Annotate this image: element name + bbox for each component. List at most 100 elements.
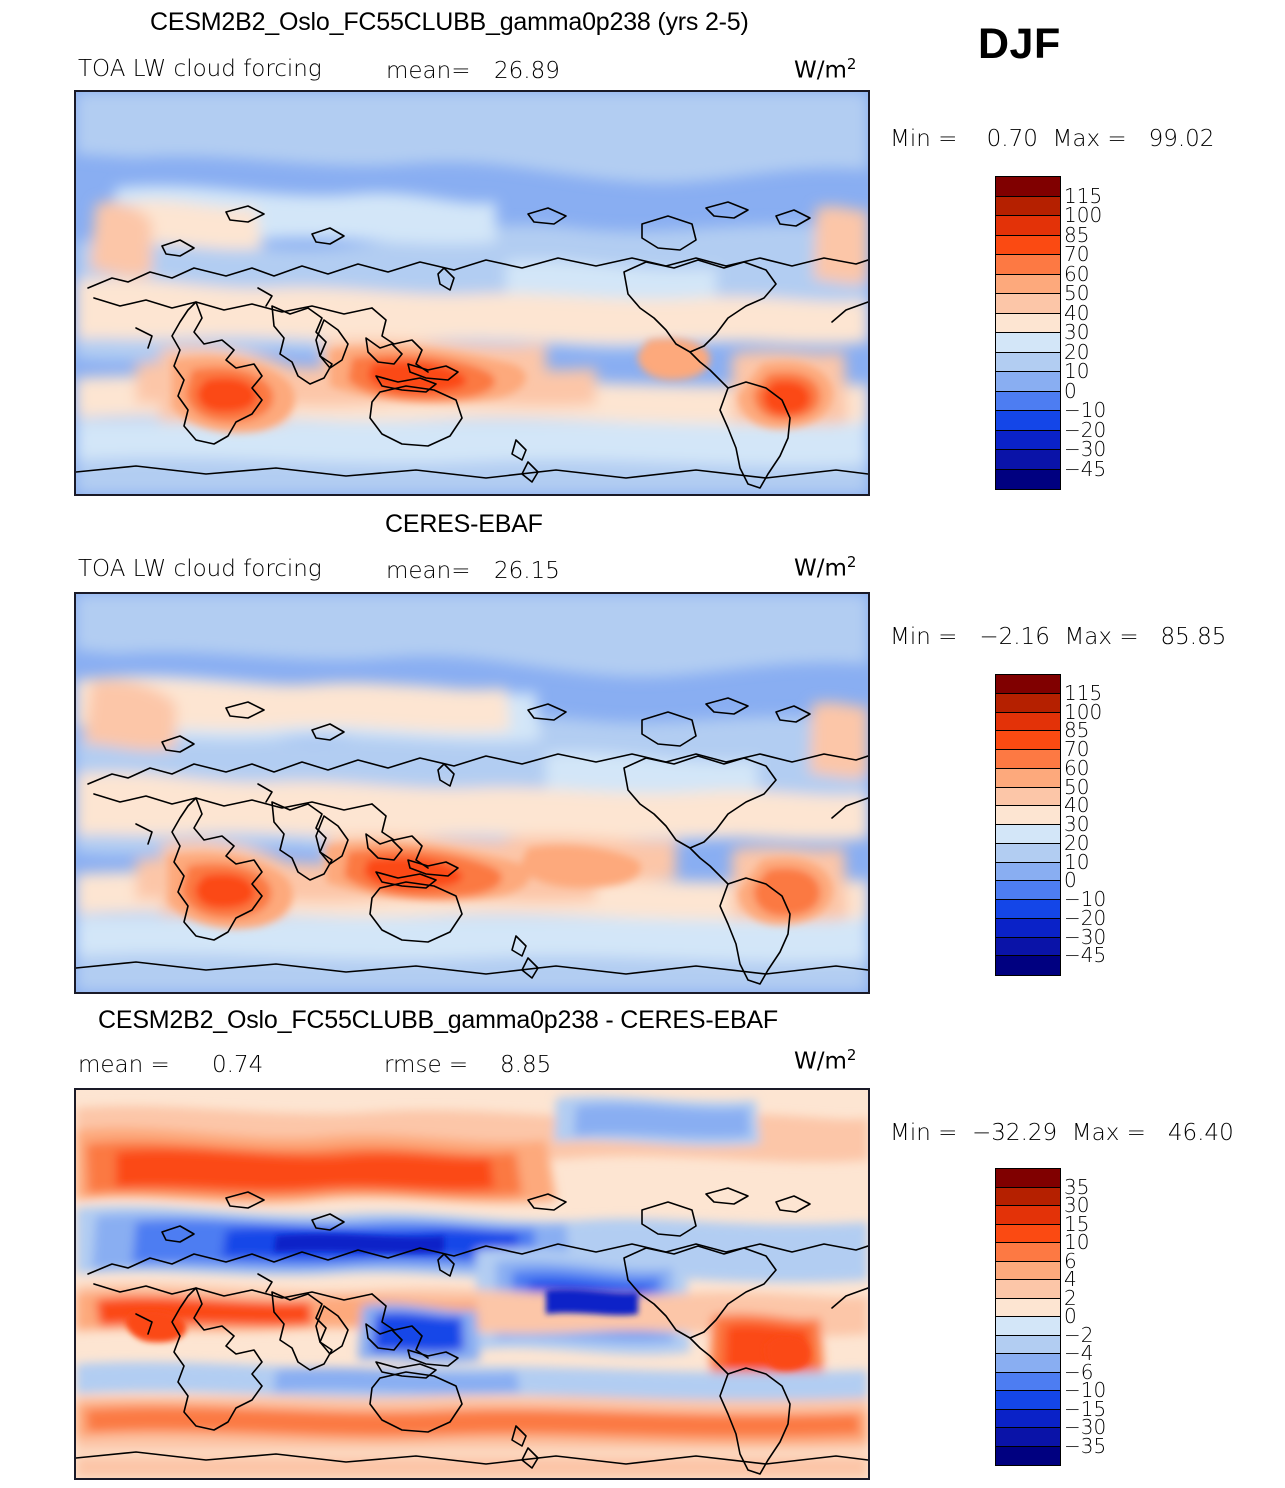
panel-diff-units: W/m2: [794, 1046, 857, 1075]
colorbar-tick-label: 10: [1064, 849, 1090, 874]
panel-obs-minmax: Min = −2.16 Max = 85.85: [890, 624, 1227, 650]
map-svg-obs: [76, 594, 868, 992]
panel-diff-title: CESM2B2_Oslo_FC55CLUBB_gamma0p238 - CERE…: [98, 1006, 778, 1034]
colorbar-band: [996, 731, 1060, 750]
colorbar-band: [996, 918, 1060, 938]
colorbar-band: [996, 411, 1060, 431]
colorbar-band: [996, 1206, 1060, 1225]
colorbar-tick-label: −4: [1064, 1341, 1094, 1365]
colorbar-tick-label: 0: [1064, 1304, 1077, 1328]
panel-model-title: CESM2B2_Oslo_FC55CLUBB_gamma0p238 (yrs 2…: [150, 8, 749, 36]
colorbar-band: [996, 1169, 1060, 1188]
colorbar-model-ticks: 115 100 85 70 60 50 40 30 20 10 0 −10 −20 −30 −45: [1064, 176, 1134, 488]
colorbar-band: [996, 693, 1060, 713]
colorbar-band: [996, 450, 1060, 470]
colorbar-band: [996, 177, 1060, 197]
panel-diff-mean-label: mean =: [78, 1052, 170, 1078]
colorbar-tick-label: 6: [1064, 1248, 1077, 1273]
colorbar-band: [996, 1224, 1060, 1243]
colorbar-band: [996, 469, 1060, 489]
colorbar-band: [996, 862, 1060, 882]
panel-model-variable-label: TOA LW cloud forcing: [78, 56, 322, 82]
colorbar-tick-label: −20: [1064, 905, 1107, 930]
colorbar-tick-label: 85: [1064, 222, 1090, 247]
colorbar-tick-label: 50: [1064, 281, 1090, 305]
colorbar-tick-label: 30: [1064, 812, 1090, 836]
colorbar-band: [996, 196, 1060, 216]
panel-model-minmax: Min = 0.70 Max = 99.02: [890, 126, 1215, 152]
map-svg-diff: [76, 1090, 868, 1478]
colorbar-band: [996, 1187, 1060, 1206]
colorbar-band: [996, 825, 1060, 844]
colorbar-band: [996, 255, 1060, 275]
colorbar-band: [996, 294, 1060, 314]
colorbar-tick-label: 30: [1064, 320, 1090, 344]
colorbar-band: [996, 768, 1060, 788]
colorbar-tick-label: 10: [1064, 1230, 1090, 1254]
colorbar-tick-label: 85: [1064, 718, 1090, 743]
map-panel-diff[interactable]: [74, 1088, 870, 1480]
colorbar-band: [996, 430, 1060, 450]
panel-diff-rmse-label: rmse =: [384, 1052, 469, 1078]
colorbar-tick-label: 70: [1064, 737, 1090, 761]
colorbar-band: [996, 675, 1060, 694]
colorbar-tick-label: −10: [1064, 1378, 1107, 1402]
season-label: DJF: [978, 20, 1061, 68]
colorbar-band: [996, 1409, 1060, 1428]
colorbar-band: [996, 937, 1060, 957]
colorbar-tick-label: 2: [1064, 1285, 1077, 1310]
colorbar-tick-label: 10: [1064, 359, 1090, 383]
map-svg-model: [76, 92, 868, 494]
colorbar-band: [996, 787, 1060, 807]
colorbar-band: [996, 843, 1060, 863]
colorbar-band: [996, 1280, 1060, 1299]
colorbar-tick-label: 115: [1064, 183, 1103, 208]
panel-obs-variable-label: TOA LW cloud forcing: [78, 556, 322, 582]
panel-diff-minmax: Min = −32.29 Max = 46.40: [890, 1120, 1234, 1146]
colorbar-tick-label: −35: [1064, 1433, 1107, 1458]
colorbar-band: [996, 900, 1060, 919]
colorbar-tick-label: 60: [1064, 755, 1090, 780]
colorbar-tick-label: 20: [1064, 830, 1090, 855]
colorbar-band: [996, 1335, 1060, 1354]
colorbar-tick-label: −30: [1064, 1415, 1107, 1439]
colorbar-band: [996, 1317, 1060, 1336]
colorbar-tick-label: 0: [1064, 868, 1077, 893]
colorbar-band: [996, 1298, 1060, 1317]
colorbar-tick-label: 70: [1064, 242, 1090, 266]
colorbar-tick-label: 20: [1064, 339, 1090, 364]
colorbar-band: [996, 1446, 1060, 1465]
colorbar-tick-label: 0: [1064, 378, 1077, 403]
colorbar-band: [996, 806, 1060, 825]
colorbar-band: [996, 313, 1060, 333]
colorbar-tick-label: −6: [1064, 1359, 1094, 1384]
colorbar-tick-label: 100: [1064, 699, 1103, 724]
panel-obs-mean-label: mean=: [386, 558, 471, 584]
colorbar-band: [996, 1391, 1060, 1410]
colorbar-band: [996, 1428, 1060, 1447]
colorbar-tick-label: 115: [1064, 680, 1103, 705]
colorbar-tick-label: 100: [1064, 203, 1103, 227]
panel-obs-mean-value: 26.15: [494, 558, 560, 584]
map-panel-obs[interactable]: [74, 592, 870, 994]
colorbar-band: [996, 216, 1060, 236]
colorbar-band: [996, 750, 1060, 769]
colorbar-tick-label: −15: [1064, 1396, 1107, 1421]
colorbar-band: [996, 391, 1060, 411]
colorbar-obs: [995, 674, 1061, 976]
colorbar-band: [996, 1354, 1060, 1373]
colorbar-tick-label: 50: [1064, 774, 1090, 799]
panel-model-mean-label: mean=: [386, 58, 471, 84]
colorbar-diff-ticks: 35 30 15 10 6 4 2 0 −2 −4 −6 −10 −15 −30 −35: [1064, 1168, 1134, 1464]
panel-model-units: W/m2: [794, 55, 857, 84]
colorbar-tick-label: −10: [1064, 398, 1107, 422]
colorbar-band: [996, 274, 1060, 294]
map-panel-model[interactable]: [74, 90, 870, 496]
panel-model-mean-value: 26.89: [494, 58, 560, 84]
panel-obs-units: W/m2: [794, 553, 857, 582]
colorbar-tick-label: 4: [1064, 1267, 1077, 1291]
panel-diff-rmse-value: 8.85: [500, 1052, 552, 1078]
colorbar-diff: [995, 1168, 1061, 1466]
colorbar-tick-label: 15: [1064, 1211, 1090, 1236]
colorbar-band: [996, 235, 1060, 255]
